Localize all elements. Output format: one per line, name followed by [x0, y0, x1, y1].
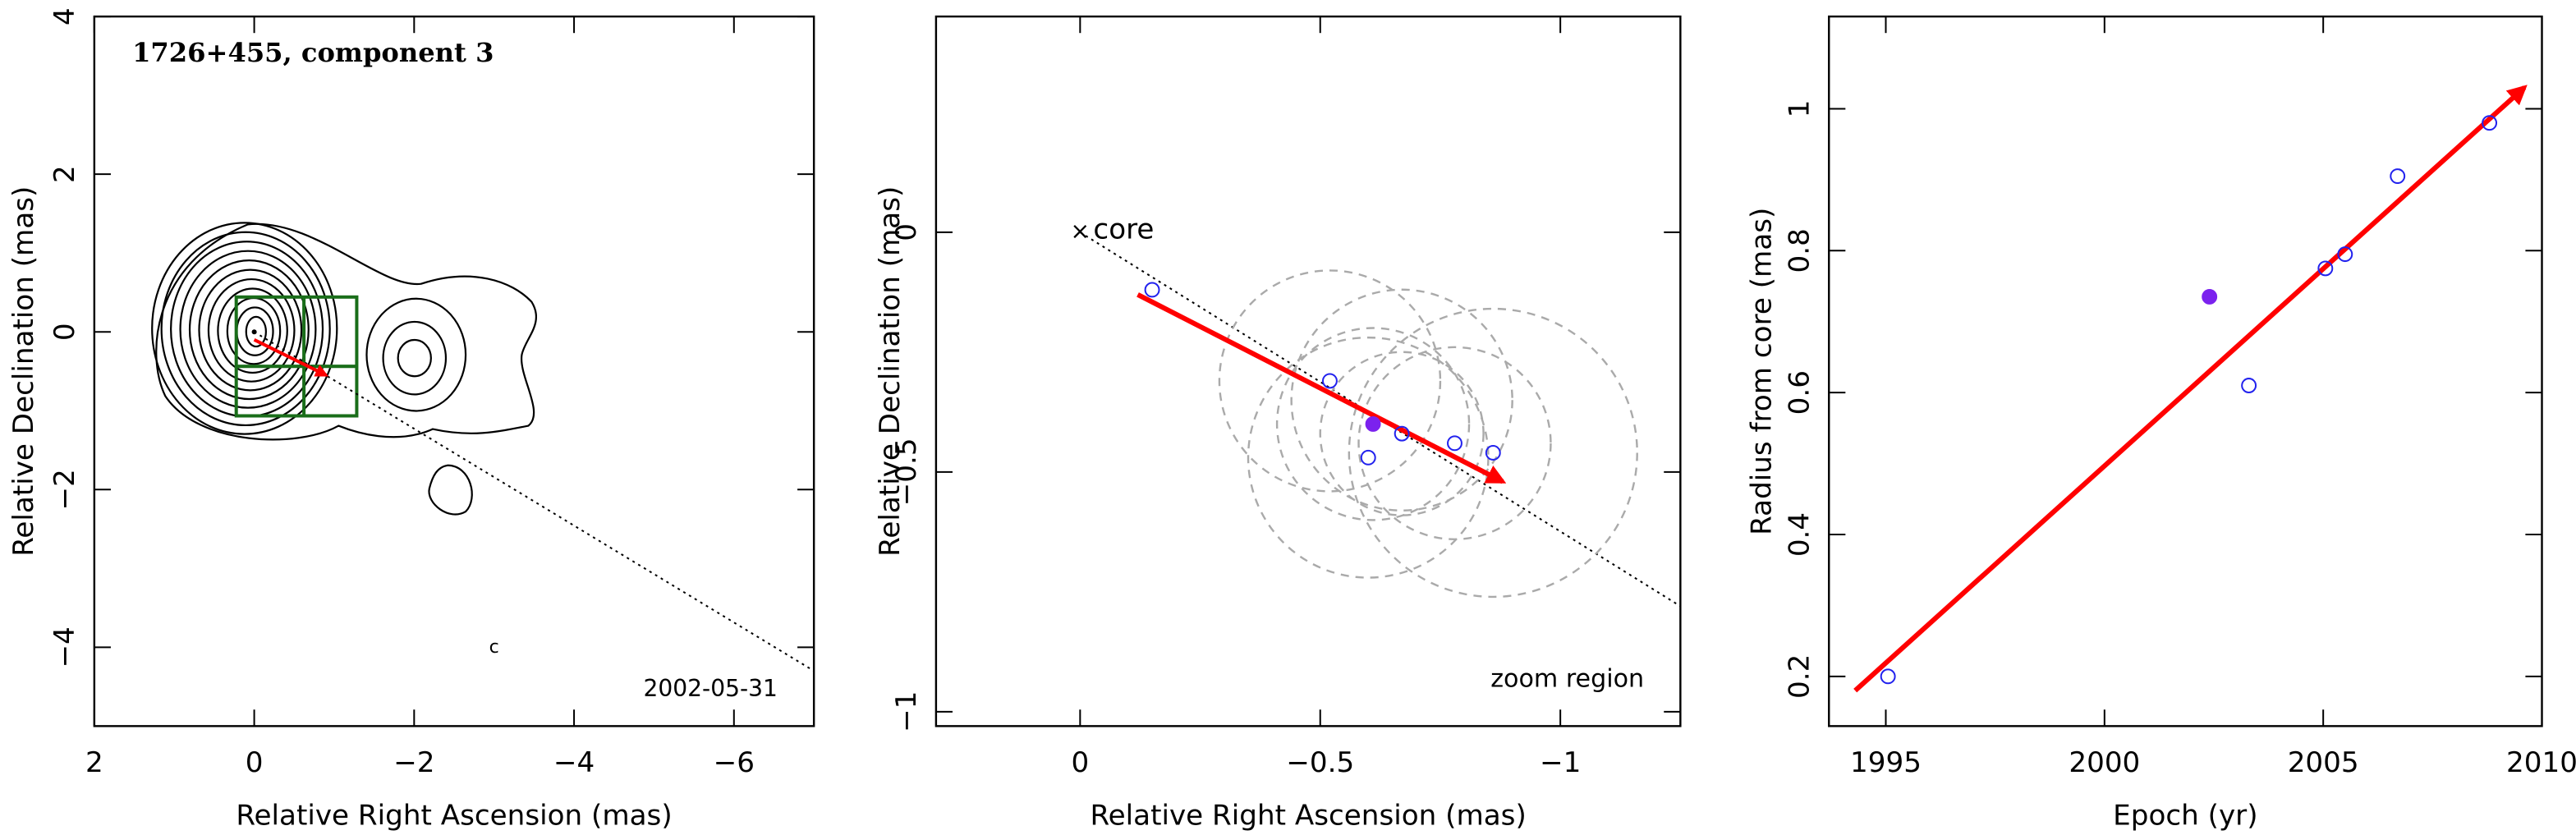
data-point: [1365, 416, 1381, 432]
annotation: c: [489, 636, 499, 658]
fit-arrow: [1136, 292, 1507, 484]
x-tick-label: −2: [393, 746, 434, 779]
chart-title: 1726+455, component 3: [132, 37, 494, 68]
data-point: [2482, 115, 2498, 131]
contour: [151, 222, 338, 435]
y-tick-label: 2: [48, 165, 81, 183]
component-size: [1319, 351, 1485, 516]
data-point: [1144, 282, 1160, 298]
contour: [198, 268, 303, 392]
x-tick-label: 0: [246, 746, 264, 779]
component-size: [1275, 327, 1471, 521]
data-point: [1321, 373, 1338, 389]
x-tick-label: −1: [1540, 746, 1581, 779]
date-label: 2002-05-31: [643, 675, 777, 702]
x-axis-label: Relative Right Ascension (mas): [1090, 799, 1526, 832]
y-tick-label: 0: [890, 223, 923, 241]
y-axis-label: Relative Declination (mas): [874, 186, 907, 557]
fit-arrow: [1853, 85, 2528, 693]
x-tick-label: −0.5: [1286, 746, 1354, 779]
component-size: [1290, 288, 1513, 512]
contours: [151, 222, 537, 516]
y-axis-label: Relative Declination (mas): [7, 186, 40, 557]
contour: [217, 287, 288, 374]
core: [251, 329, 257, 335]
data-point: [1880, 668, 1896, 685]
y-tick-label: 0.8: [1784, 228, 1816, 273]
core-marker: ×: [1071, 218, 1091, 245]
x-tick-label: 0: [1071, 746, 1089, 779]
x-tick-label: −6: [714, 746, 755, 779]
component-size: [1357, 346, 1552, 540]
plot-frame: [934, 15, 1682, 727]
y-tick-label: 0.4: [1784, 512, 1816, 557]
data-point: [2390, 168, 2406, 185]
contour: [179, 250, 317, 409]
data-point: [1447, 435, 1462, 452]
core-axis: [1079, 232, 1681, 608]
data-point: [1394, 425, 1410, 442]
data-point: [2241, 378, 2257, 393]
zoom-boxes: [234, 295, 359, 418]
contour: [188, 259, 310, 401]
x-tick-label: 2000: [2069, 746, 2140, 779]
fit-arrow: [253, 338, 329, 377]
y-tick-label: −4: [48, 626, 81, 668]
x-axis-label: Epoch (yr): [2113, 799, 2257, 832]
y-tick-label: 0.2: [1784, 654, 1816, 699]
contour: [245, 315, 267, 348]
y-tick-label: −1: [890, 691, 923, 732]
component-size: [1348, 307, 1638, 599]
plot-frame: [93, 15, 815, 727]
x-tick-label: 2005: [2288, 746, 2359, 779]
x-tick-label: 2: [85, 746, 103, 779]
contour: [207, 278, 296, 383]
y-tick-label: −2: [48, 469, 81, 510]
y-tick-label: 0: [48, 323, 81, 341]
y-tick-label: 0.6: [1784, 370, 1816, 415]
data-point: [1360, 449, 1376, 466]
y-axis-label: Radius from core (mas): [1745, 208, 1778, 535]
x-tick-label: 1995: [1850, 746, 1922, 779]
y-tick-label: 4: [48, 7, 81, 25]
core-axis: [254, 331, 815, 672]
region-label: zoom region: [1490, 665, 1644, 694]
x-axis-label: Relative Right Ascension (mas): [236, 799, 672, 832]
data-point: [2337, 246, 2353, 263]
y-tick-label: −0.5: [890, 438, 923, 506]
core-label: core: [1093, 213, 1154, 245]
plot-frame: [1828, 15, 2543, 727]
y-tick-label: 1: [1784, 100, 1816, 118]
x-tick-label: −4: [553, 746, 595, 779]
component-size: [1218, 269, 1442, 493]
x-tick-label: 2010: [2506, 746, 2576, 779]
data-point: [2202, 289, 2218, 305]
contour: [160, 231, 331, 427]
data-point: [1485, 445, 1501, 461]
data-point: [2317, 260, 2334, 277]
